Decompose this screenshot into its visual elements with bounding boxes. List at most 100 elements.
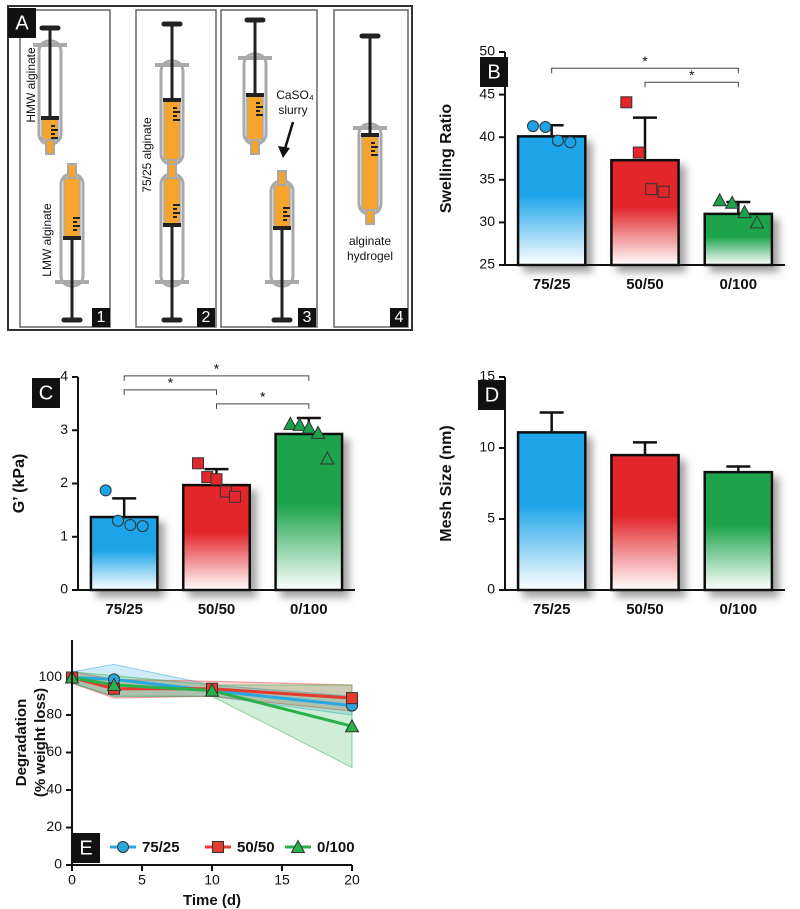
y-tick-label: 20 [46, 818, 62, 834]
x-tick-label: 20 [344, 872, 360, 888]
bar [274, 432, 344, 592]
significance-label: * [260, 389, 266, 405]
annotation: LMW alginate [40, 203, 54, 277]
marker [112, 514, 125, 527]
step-frame [19, 9, 111, 328]
marker [346, 692, 358, 705]
step-number: 3 [303, 309, 312, 326]
significance-label: * [642, 53, 648, 69]
panel-label: B [487, 61, 500, 83]
x-tick-label: 75/25 [533, 276, 571, 293]
y-axis-title: G’ (kPa) [11, 454, 28, 514]
y-tick-label: 3 [60, 421, 68, 437]
syringe-content [63, 177, 81, 239]
y-tick-label: 50 [479, 43, 495, 59]
annotation: 75/25 alginate [140, 117, 154, 193]
x-tick-label: 75/25 [533, 601, 571, 618]
y-tick-label: 15 [479, 368, 495, 384]
significance-bracket [123, 389, 217, 395]
panel-label-box [72, 833, 100, 863]
marker [712, 192, 728, 207]
syringe-plunger [246, 93, 264, 97]
marker [124, 519, 137, 532]
annotation: CaSO₄ [276, 88, 314, 102]
syringe-plunger [63, 236, 81, 240]
marker [204, 683, 220, 697]
significance-label: * [689, 67, 695, 83]
panel-label: E [79, 837, 92, 859]
y-tick-label: 30 [479, 213, 495, 229]
marker [645, 183, 658, 196]
y-tick-label: 5 [487, 510, 495, 526]
marker [657, 185, 670, 198]
y-tick-label: 40 [479, 128, 495, 144]
syringe-content [246, 94, 264, 141]
legend-marker [212, 841, 224, 853]
significance-bracket [551, 67, 739, 74]
panel-label: A [15, 12, 29, 34]
marker [210, 473, 223, 486]
step-box [92, 308, 110, 327]
marker [724, 195, 740, 209]
legend-marker [117, 841, 129, 853]
y-tick-label: 2 [60, 474, 68, 490]
x-tick-label: 0/100 [290, 601, 328, 618]
marker [632, 146, 645, 159]
bar [516, 431, 587, 592]
marker [344, 718, 360, 733]
bar [703, 470, 774, 592]
y-tick-label: 10 [479, 439, 495, 455]
x-tick-label: 50/50 [198, 601, 236, 618]
step-box [197, 308, 215, 327]
y-axis-title: Degradation [13, 699, 30, 787]
y-tick-label: 40 [46, 781, 62, 797]
syringe-plunger [361, 133, 379, 137]
x-tick-label: 10 [204, 872, 220, 888]
y-tick-label: 4 [60, 368, 68, 384]
marker [228, 490, 241, 503]
panel-a-frame [7, 5, 413, 331]
y-tick-label: 45 [479, 85, 495, 101]
marker [292, 417, 307, 431]
panel-label-box [32, 378, 60, 408]
y-tick-label: 60 [46, 743, 62, 759]
y-tick-label: 0 [487, 581, 495, 597]
marker [283, 416, 298, 430]
step-number: 1 [97, 309, 106, 326]
legend-label: 0/100 [317, 839, 355, 856]
marker [106, 677, 122, 691]
x-tick-label: 0 [68, 872, 76, 888]
syringe-plunger [273, 226, 291, 230]
step-box [390, 308, 408, 327]
bar [516, 135, 587, 267]
marker [310, 425, 326, 439]
annotation: HMW alginate [24, 47, 38, 123]
y-axis-title: (% weight loss) [32, 688, 49, 797]
panel-label-box [480, 57, 508, 87]
syringe-content [163, 99, 181, 161]
marker [551, 134, 564, 147]
syringe-content [163, 177, 181, 226]
confidence-band [71, 671, 353, 769]
marker [319, 450, 335, 465]
marker [136, 520, 149, 533]
marker [192, 457, 205, 470]
x-tick-label: 0/100 [720, 276, 758, 293]
syringe-content [273, 184, 291, 229]
marker [301, 420, 317, 434]
bar [703, 212, 774, 267]
y-axis-title: Swelling Ratio [438, 104, 455, 214]
x-tick-label: 5 [138, 872, 146, 888]
marker [527, 120, 539, 133]
syringe-nozzle [250, 139, 260, 155]
x-tick-label: 75/25 [105, 601, 143, 618]
arrow-head [278, 146, 290, 158]
syringe-nozzle [277, 170, 287, 186]
y-tick-label: 35 [479, 171, 495, 187]
step-frame [333, 9, 409, 328]
syringe-nozzle [67, 163, 77, 179]
syringe-nozzle [45, 139, 55, 155]
line [71, 676, 353, 708]
